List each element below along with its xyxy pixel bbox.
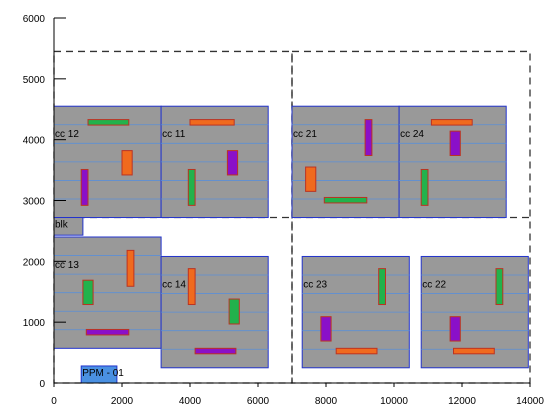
bar-13	[126, 249, 135, 287]
x-tick-label: 2000	[111, 396, 134, 407]
cell-label: cc 23	[303, 279, 327, 290]
x-tick-label: 14000	[516, 396, 544, 407]
y-tick-label: 0	[39, 379, 45, 390]
cell-label: cc 24	[400, 129, 424, 140]
x-tick-label: 4000	[179, 396, 202, 407]
bar-21	[335, 347, 378, 355]
cell-label: cc 11	[162, 129, 186, 140]
bars	[80, 119, 504, 355]
cell-label: cc 21	[293, 129, 317, 140]
bar-14	[82, 279, 94, 306]
bar-16	[187, 268, 196, 306]
bar-12	[420, 168, 429, 206]
bar-5	[226, 150, 239, 176]
bar-18	[194, 347, 237, 355]
y-tick-label: 1000	[23, 318, 46, 329]
bar-11	[449, 130, 461, 156]
cell-label: cc 13	[55, 260, 79, 271]
bar-24	[453, 347, 495, 355]
cell-label: cc 22	[422, 279, 446, 290]
bar-9	[323, 196, 368, 204]
bar-15	[85, 328, 130, 336]
cell-label: cc 14	[162, 279, 186, 290]
bar-20	[320, 316, 332, 342]
x-tick-label: 12000	[448, 396, 476, 407]
y-tick-label: 2000	[23, 257, 46, 268]
bar-1	[87, 119, 130, 126]
y-tick-label: 5000	[23, 75, 46, 86]
x-tick-label: 8000	[315, 396, 338, 407]
bar-3	[80, 168, 89, 206]
bar-23	[449, 316, 461, 342]
bar-6	[187, 168, 196, 206]
bar-19	[378, 268, 387, 306]
bar-22	[495, 268, 504, 306]
y-tick-label: 6000	[23, 14, 46, 25]
y-tick-label: 3000	[23, 197, 46, 208]
bar-4	[189, 119, 235, 126]
bar-8	[305, 166, 317, 192]
block-label: PPM - 01	[82, 368, 124, 379]
cell-label: cc 12	[55, 129, 79, 140]
x-tick-label: 6000	[247, 396, 270, 407]
block-label: blk	[55, 220, 69, 231]
axes: 0 2000 4000 6000 8000 10000 12000 14000 0 1000 200…	[23, 14, 545, 407]
x-tick-label: 10000	[380, 396, 408, 407]
bar-17	[228, 298, 240, 325]
bar-2	[121, 150, 133, 176]
y-tick-label: 4000	[23, 136, 46, 147]
bar-10	[430, 119, 473, 126]
cell-labels: cc 12 cc 11 cc 21 cc 24 cc 13 cc 14 cc 23 cc 22…	[55, 129, 447, 379]
bar-7	[364, 119, 373, 156]
blocks	[53, 217, 118, 384]
x-tick-label: 0	[51, 396, 57, 407]
